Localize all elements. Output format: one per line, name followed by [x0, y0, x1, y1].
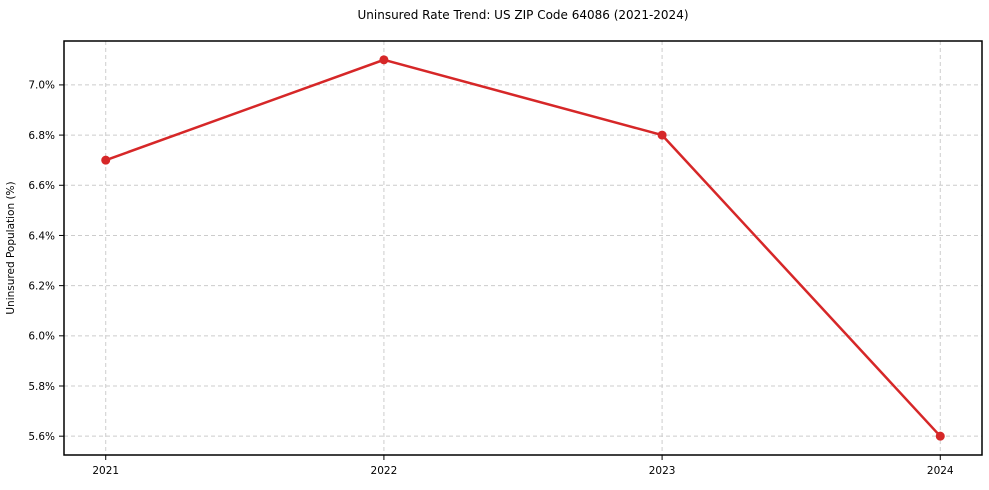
trend-line [104, 58, 942, 438]
x-tick-label: 2024 [927, 465, 954, 477]
x-tick-label: 2023 [649, 465, 676, 477]
data-point [101, 155, 111, 165]
plot-border [63, 40, 983, 456]
y-tick-label: 5.6% [28, 431, 55, 443]
y-tick-label: 5.8% [28, 381, 55, 393]
y-tick-label: 6.0% [28, 331, 55, 343]
y-tick-label: 6.6% [28, 180, 55, 192]
y-axis-label: Uninsured Population (%) [5, 181, 17, 315]
y-tick-label: 6.4% [28, 230, 55, 242]
x-tick-label: 2022 [371, 465, 398, 477]
y-tick-label: 7.0% [28, 80, 55, 92]
x-tick-label: 2021 [92, 465, 119, 477]
data-point [379, 55, 389, 65]
data-point [657, 130, 667, 140]
y-tick-label: 6.2% [28, 280, 55, 292]
data-point [935, 431, 945, 441]
chart-title: Uninsured Rate Trend: US ZIP Code 64086 … [357, 8, 689, 22]
y-tick-label: 6.8% [28, 130, 55, 142]
